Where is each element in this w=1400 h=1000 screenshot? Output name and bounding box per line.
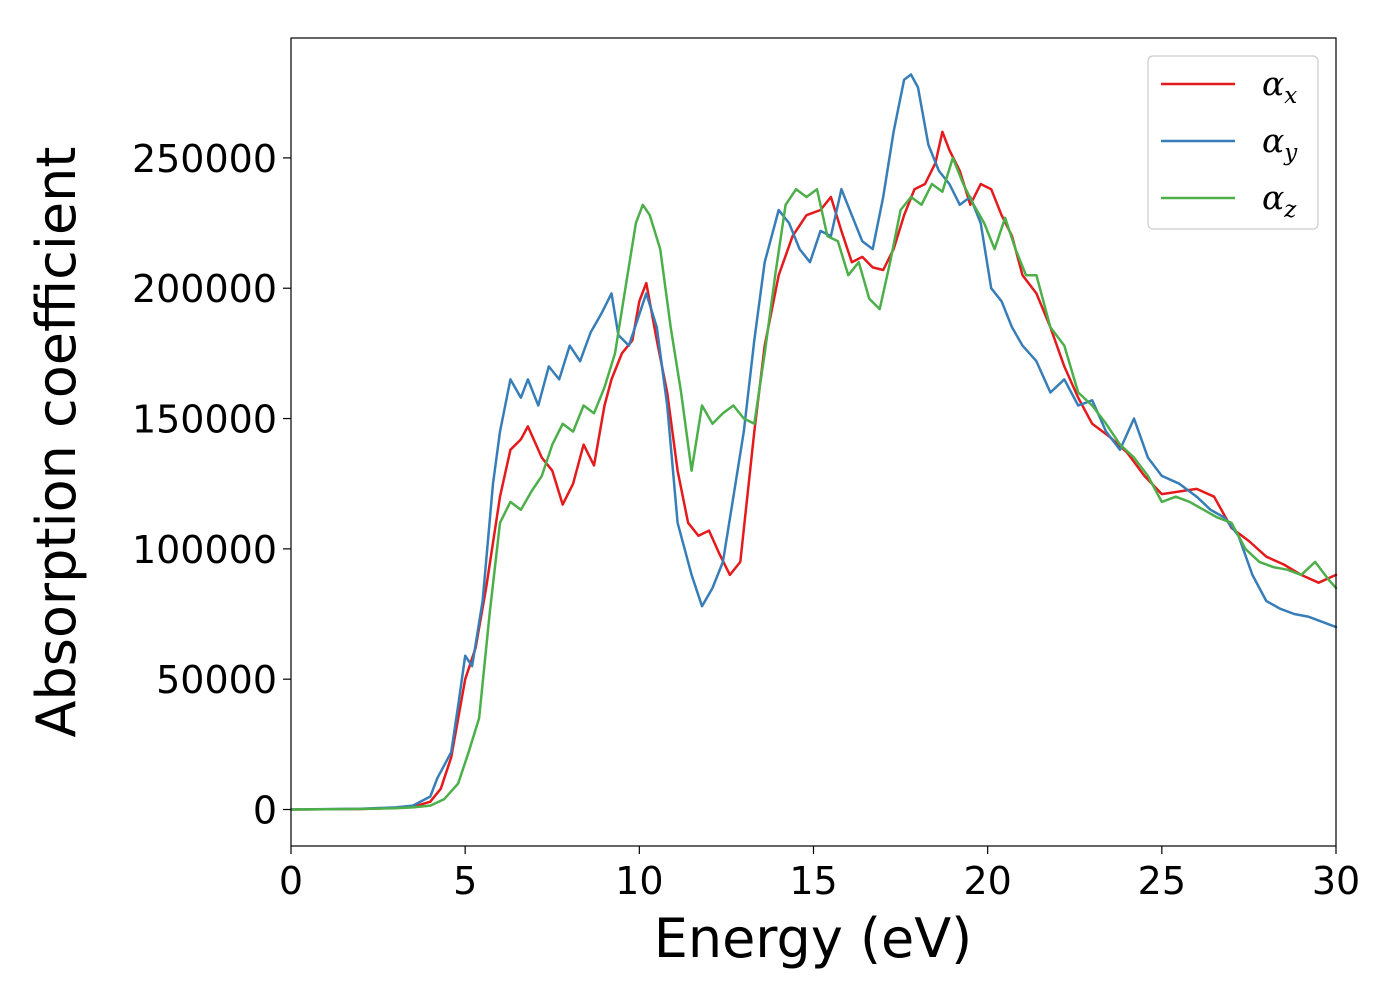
- x-tick-label: 20: [963, 859, 1011, 903]
- x-axis: 0 5 10 15 20 25 30: [279, 846, 1360, 903]
- series-layer: [289, 73, 1338, 811]
- y-axis: 0 50000 100000 150000 200000 250000: [132, 137, 291, 833]
- legend-box: [1147, 55, 1319, 230]
- series-line-x: [289, 130, 1338, 811]
- y-tick-label: 150000: [132, 398, 277, 442]
- legend-label-z: αz: [1262, 178, 1297, 223]
- y-tick-label: 250000: [132, 137, 277, 181]
- x-tick-label: 5: [453, 859, 477, 903]
- x-tick-label: 10: [615, 859, 663, 903]
- legend-label-y: αy: [1262, 121, 1298, 166]
- y-tick-label: 0: [253, 789, 277, 833]
- y-tick-label: 50000: [156, 658, 277, 702]
- x-tick-label: 15: [789, 859, 837, 903]
- x-tick-label: 25: [1138, 859, 1186, 903]
- y-tick-label: 100000: [132, 528, 277, 572]
- x-axis-title: Energy (eV): [654, 907, 973, 970]
- legend: αx αy αz: [1147, 55, 1319, 230]
- series-line-y: [289, 73, 1338, 811]
- y-tick-label: 200000: [132, 267, 277, 311]
- series-line-z: [289, 156, 1338, 811]
- y-axis-title: Absorption coefficient: [25, 147, 88, 738]
- x-tick-label: 30: [1312, 859, 1360, 903]
- x-tick-label: 0: [279, 859, 303, 903]
- legend-label-x: αx: [1262, 64, 1297, 109]
